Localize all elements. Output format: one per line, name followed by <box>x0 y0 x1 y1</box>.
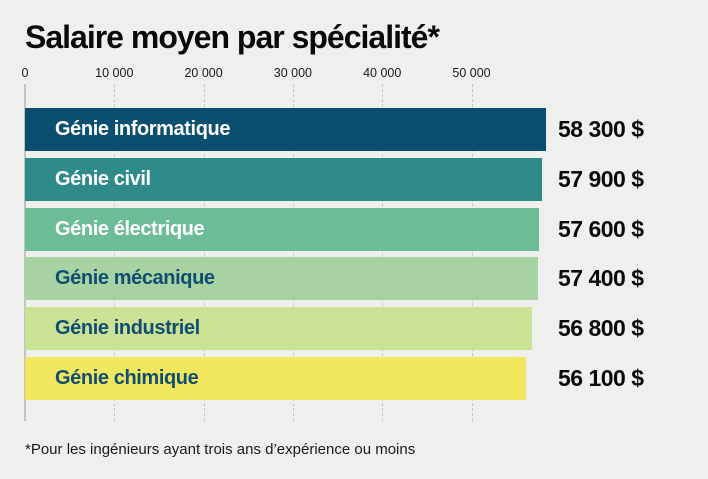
y-axis-zero-line <box>24 84 26 421</box>
bar-génie-civil: Génie civil <box>25 158 542 201</box>
gridline <box>292 84 294 421</box>
gridline <box>203 84 205 421</box>
bar-row: Génie mécanique 57 400 $ <box>0 257 708 300</box>
bar-category-label: Génie civil <box>55 168 151 190</box>
gridline <box>114 84 116 421</box>
x-tick-label: 10 000 <box>95 66 134 80</box>
gridline <box>471 84 473 421</box>
bar-value-label: 58 300 $ <box>558 116 644 142</box>
footnote: *Pour les ingénieurs ayant trois ans d’e… <box>25 441 416 458</box>
bar-génie-chimique: Génie chimique <box>25 357 526 400</box>
chart-title: Salaire moyen par spécialité* <box>25 19 440 55</box>
bar-génie-industriel: Génie industriel <box>25 307 532 350</box>
bar-category-label: Génie chimique <box>55 367 199 389</box>
gridline <box>382 84 384 421</box>
x-tick-label: 0 <box>21 66 29 80</box>
bar-category-label: Génie industriel <box>55 317 200 339</box>
x-tick-label: 20 000 <box>184 66 223 80</box>
bar-row: Génie informatique 58 300 $ <box>0 108 708 151</box>
bar-category-label: Génie mécanique <box>55 267 215 289</box>
bar-génie-mécanique: Génie mécanique <box>25 257 538 300</box>
bar-category-label: Génie informatique <box>55 118 231 140</box>
x-tick-label: 30 000 <box>273 66 313 80</box>
x-tick-label: 40 000 <box>363 66 402 80</box>
bar-value-label: 56 800 $ <box>558 315 644 341</box>
bar-value-label: 57 400 $ <box>558 265 644 291</box>
bar-value-label: 57 600 $ <box>558 216 644 242</box>
plot-area <box>24 84 695 421</box>
bar-row: Génie électrique 57 600 $ <box>0 208 708 251</box>
bar-value-label: 57 900 $ <box>558 166 644 192</box>
bar-row: Génie civil 57 900 $ <box>0 158 708 201</box>
x-tick-label: 50 000 <box>452 66 491 80</box>
bar-row: Génie industriel 56 800 $ <box>0 307 708 350</box>
bar-value-label: 56 100 $ <box>558 365 644 391</box>
bar-category-label: Génie électrique <box>55 218 205 240</box>
bar-génie-informatique: Génie informatique <box>25 108 546 151</box>
bar-row: Génie chimique 56 100 $ <box>0 357 708 400</box>
bar-génie-électrique: Génie électrique <box>25 208 539 251</box>
